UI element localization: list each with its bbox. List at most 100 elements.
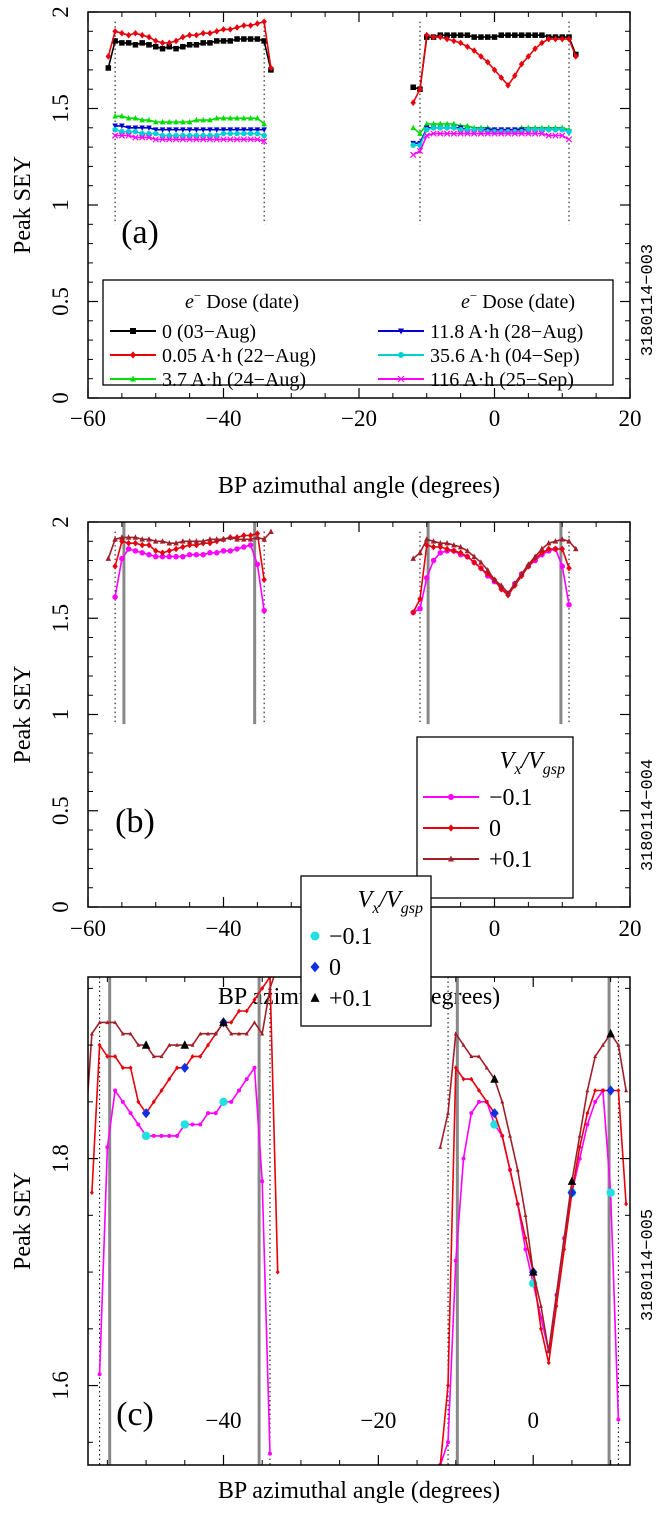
data-point [247, 114, 254, 121]
data-point [554, 1292, 559, 1297]
data-point [207, 116, 213, 123]
data-point [444, 35, 450, 43]
data-point [624, 1088, 629, 1093]
data-point [207, 40, 213, 46]
data-point [410, 124, 416, 131]
legend-c: Vx/Vgsp −0.1 0 +0.1 [300, 875, 432, 1027]
data-point [119, 128, 125, 135]
data-point [451, 37, 457, 45]
legend-label: 116 A·h (25−Sep) [430, 369, 574, 391]
data-point [180, 553, 186, 560]
data-point [236, 1008, 241, 1014]
data-point [512, 580, 518, 586]
data-point [430, 557, 437, 564]
data-point [577, 1133, 582, 1138]
data-point [471, 34, 477, 40]
data-point [504, 130, 512, 137]
data-point [616, 1417, 621, 1422]
data-point [410, 99, 416, 107]
data-point [593, 1099, 598, 1104]
data-point [125, 114, 132, 121]
series-c-0 [97, 1065, 621, 1465]
data-point [437, 120, 444, 127]
data-point [451, 125, 457, 131]
data-point [457, 32, 464, 38]
data-point [153, 553, 159, 560]
data-point [105, 1145, 110, 1150]
data-point [437, 540, 444, 546]
data-point [417, 549, 423, 556]
data-point [132, 125, 139, 131]
legend-label: 0 [489, 816, 501, 842]
data-point [234, 130, 240, 137]
data-point [461, 1156, 466, 1161]
data-point [173, 545, 179, 553]
data-point [244, 1031, 249, 1036]
data-point [505, 590, 511, 596]
data-point [227, 130, 234, 137]
data-point [193, 42, 200, 48]
data-point [97, 1020, 102, 1025]
data-point [166, 132, 173, 139]
data-point [438, 1144, 443, 1149]
data-point [518, 570, 525, 577]
data-point [153, 127, 159, 133]
data-point [424, 31, 430, 39]
data-point [566, 538, 572, 544]
data-point [173, 45, 179, 52]
data-point [213, 127, 220, 133]
data-point [477, 130, 485, 137]
data-point [523, 1213, 528, 1218]
data-point [120, 1065, 125, 1071]
data-point [234, 36, 240, 42]
data-point [139, 550, 145, 556]
series-b-1 [112, 530, 572, 616]
data-point [167, 1133, 172, 1138]
data-point [241, 130, 247, 137]
data-point [545, 545, 552, 553]
legend-header-e: e [185, 291, 194, 313]
data-point [213, 550, 220, 556]
data-point [585, 1110, 590, 1116]
highlight-point [490, 1108, 499, 1119]
data-point [261, 38, 267, 44]
legend-marker [448, 824, 454, 832]
data-point [491, 66, 498, 74]
data-point [206, 1031, 211, 1036]
data-point [254, 114, 261, 121]
series-b-2 [105, 528, 579, 596]
legend-header-e: e [461, 291, 470, 313]
data-point [457, 130, 464, 137]
data-point [173, 118, 179, 125]
data-point [267, 1451, 272, 1456]
data-point [190, 1122, 195, 1127]
data-point [491, 576, 498, 583]
data-point [89, 1190, 94, 1196]
data-point [89, 1031, 94, 1036]
data-point [119, 40, 125, 46]
data-point [146, 42, 152, 48]
data-point [220, 114, 227, 121]
data-point [173, 127, 179, 133]
data-point [417, 85, 423, 93]
data-point [430, 125, 437, 131]
data-point [512, 72, 518, 79]
data-point [247, 542, 254, 548]
data-point [424, 120, 430, 127]
data-point [166, 136, 173, 143]
data-point [227, 548, 234, 554]
data-point [464, 122, 471, 129]
x-tick-label: −60 [70, 406, 106, 431]
data-point [213, 1111, 218, 1116]
data-point [112, 38, 118, 44]
data-point [146, 541, 152, 549]
data-point [484, 58, 491, 66]
data-point [105, 1020, 110, 1025]
data-point [175, 1065, 180, 1071]
data-point [247, 532, 254, 539]
data-point [241, 36, 247, 42]
series-line [439, 1031, 627, 1352]
data-point [507, 1167, 512, 1173]
data-point [105, 555, 112, 561]
legend-title-part: V [358, 887, 375, 913]
